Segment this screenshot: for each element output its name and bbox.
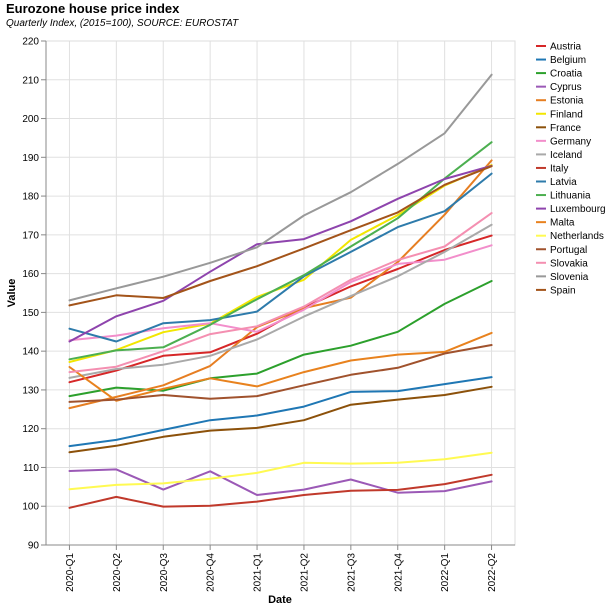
chart-subtitle: Quarterly Index, (2015=100), SOURCE: EUR…	[6, 18, 239, 29]
y-tick-label: 120	[22, 424, 39, 435]
x-tick-label: 2020-Q2	[112, 553, 123, 592]
legend-label-portugal: Portugal	[550, 245, 587, 256]
series-line-latvia	[68, 172, 493, 343]
legend-label-germany: Germany	[550, 136, 591, 147]
legend-label-luxembourg: Luxembourg	[550, 204, 606, 215]
series-lines	[68, 73, 493, 509]
y-tick-label: 130	[22, 385, 39, 396]
y-axis-title: Value	[6, 279, 18, 308]
legend-label-italy: Italy	[550, 163, 568, 174]
y-tick-label: 200	[22, 114, 39, 125]
legend-label-finland: Finland	[550, 109, 583, 120]
series-line-belgium	[68, 376, 493, 448]
series-line-slovakia	[68, 212, 493, 374]
x-tick-label: 2022-Q2	[487, 553, 498, 592]
series-line-portugal	[68, 344, 493, 403]
series-line-france	[68, 385, 493, 454]
legend-label-slovakia: Slovakia	[550, 258, 588, 269]
y-tick-label: 190	[22, 153, 39, 164]
legend-label-netherlands: Netherlands	[550, 231, 604, 242]
y-tick-label: 140	[22, 347, 39, 358]
series-line-netherlands	[68, 451, 493, 491]
x-tick-label: 2020-Q4	[206, 553, 217, 592]
y-tick-label: 110	[23, 463, 39, 474]
y-tick-label: 100	[22, 502, 39, 513]
series-line-cyprus	[68, 468, 493, 496]
legend-label-lithuania: Lithuania	[550, 191, 591, 202]
y-tick-label: 210	[22, 75, 39, 86]
series-line-slovenia	[68, 73, 493, 302]
legend-label-spain: Spain	[550, 285, 576, 296]
grid	[45, 40, 516, 546]
legend-label-croatia: Croatia	[550, 69, 583, 80]
y-tick-label: 150	[22, 308, 39, 319]
y-tick-label: 220	[22, 37, 39, 48]
chart-title: Eurozone house price index	[6, 1, 180, 16]
series-line-luxembourg	[68, 164, 493, 343]
legend-label-belgium: Belgium	[550, 55, 586, 66]
x-tick-label: 2020-Q1	[65, 553, 76, 592]
legend-label-estonia: Estonia	[550, 96, 584, 107]
y-tick-label: 170	[22, 230, 39, 241]
y-tick-label: 90	[28, 541, 40, 552]
legend-label-france: France	[550, 123, 582, 134]
legend-label-austria: Austria	[550, 42, 582, 53]
x-tick-label: 2022-Q1	[440, 553, 451, 592]
series-line-iceland	[68, 223, 493, 379]
x-tick-label: 2020-Q3	[159, 553, 170, 592]
legend-label-latvia: Latvia	[550, 177, 577, 188]
series-line-estonia	[68, 159, 493, 410]
x-tick-label: 2021-Q2	[299, 553, 310, 592]
legend-label-slovenia: Slovenia	[550, 272, 589, 283]
legend-label-iceland: Iceland	[550, 150, 582, 161]
series-line-spain	[68, 165, 493, 307]
legend: Austria Belgium Croatia Cyprus Estonia Finlan…	[536, 42, 606, 296]
y-tick-label: 180	[22, 192, 39, 203]
axes: 90 100 110 120 130 140 150 160 170 180 190 200 210 22…	[22, 37, 515, 592]
x-tick-label: 2021-Q1	[253, 553, 264, 592]
series-line-croatia	[68, 280, 493, 398]
series-line-malta	[68, 331, 493, 402]
legend-label-malta: Malta	[550, 218, 575, 229]
x-tick-label: 2021-Q4	[393, 553, 404, 592]
legend-label-cyprus: Cyprus	[550, 82, 582, 93]
x-axis-title: Date	[268, 594, 292, 606]
x-tick-label: 2021-Q3	[346, 553, 357, 592]
y-tick-label: 160	[22, 269, 39, 280]
series-line-italy	[68, 473, 493, 509]
series-line-finland	[68, 164, 493, 363]
